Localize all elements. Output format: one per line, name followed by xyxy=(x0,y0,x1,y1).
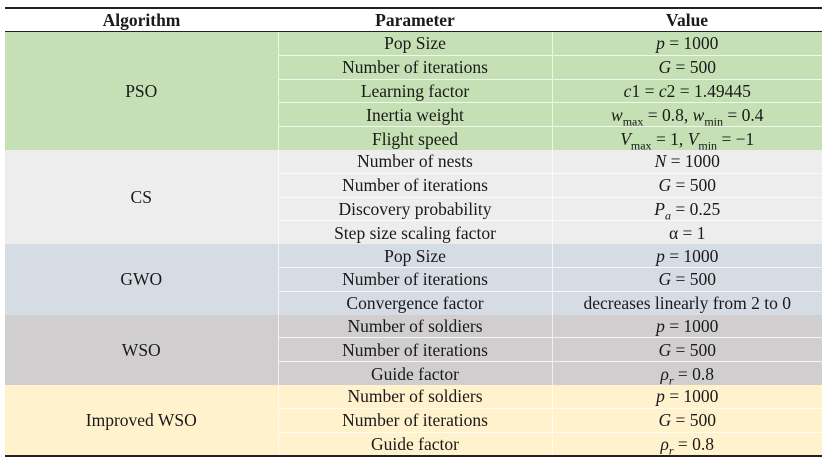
value-cell: p = 1000 xyxy=(552,314,822,338)
algorithm-cell: PSO xyxy=(5,31,278,150)
table-row: Number of iterations G = 500 xyxy=(5,266,822,292)
table-row: Improved WSO Number of soldiers p = 1000 xyxy=(5,384,822,457)
algorithm-cell: WSO xyxy=(5,314,278,385)
table-row: Guide factor ρr = 0.8 xyxy=(5,361,822,386)
value-cell: p = 1000 xyxy=(552,384,822,409)
value-cell: Vmax = 1, Vmin = −1 xyxy=(552,126,822,151)
parameter-cell: Pop Size xyxy=(277,244,553,268)
table-row: Flight speed Vmax = 1, Vmin = −1 xyxy=(5,126,822,151)
table-row: GWO Pop Size p = 1000 xyxy=(5,244,822,315)
parameter-cell: Guide factor xyxy=(277,431,553,457)
parameter-cell: Number of iterations xyxy=(277,172,553,198)
value-cell: G = 500 xyxy=(552,172,822,198)
value-cell: N = 1000 xyxy=(552,149,822,174)
parameter-cell: Inertia weight xyxy=(277,102,553,127)
table-body: PSO Pop Size p = 1000 Number of iterations G… xyxy=(5,31,822,457)
header-row: Algorithm Parameter Value xyxy=(5,7,822,32)
header-value: Value xyxy=(552,7,822,32)
parameter-cell: Number of soldiers xyxy=(277,314,553,338)
parameter-cell: Number of iterations xyxy=(277,337,553,362)
table-row: CS Number of nests N = 1000 xyxy=(5,149,822,245)
parameter-cell: Learning factor xyxy=(277,78,553,103)
value-cell: ρr = 0.8 xyxy=(552,431,822,457)
value-cell: ρr = 0.8 xyxy=(552,361,822,386)
parameter-cell: Step size scaling factor xyxy=(277,220,553,245)
value-cell: G = 500 xyxy=(552,407,822,433)
parameter-cell: Flight speed xyxy=(277,126,553,150)
table-row: Inertia weight wmax = 0.8, wmin = 0.4 xyxy=(5,102,822,127)
parameter-cell: Convergence factor xyxy=(277,290,553,315)
parameter-cell: Number of iterations xyxy=(277,407,553,433)
value-cell: p = 1000 xyxy=(552,244,822,268)
value-cell: c1 = c2 = 1.49445 xyxy=(552,78,822,103)
parameter-table: Algorithm Parameter Value PSO Pop Size p =… xyxy=(5,7,822,457)
table-row: Number of iterations G = 500 xyxy=(5,407,822,433)
parameter-cell: Discovery probability xyxy=(277,196,553,221)
value-cell: α = 1 xyxy=(552,220,822,245)
table-row: Learning factor c1 = c2 = 1.49445 xyxy=(5,78,822,103)
value-cell: Pa = 0.25 xyxy=(552,196,822,221)
parameter-cell: Number of iterations xyxy=(277,54,553,80)
parameter-cell: Guide factor xyxy=(277,361,553,385)
header-parameter: Parameter xyxy=(278,7,552,32)
parameter-cell: Number of nests xyxy=(277,149,553,174)
algorithm-cell: GWO xyxy=(5,244,278,315)
parameter-cell: Number of iterations xyxy=(277,266,553,292)
value-cell: G = 500 xyxy=(552,266,822,292)
table-row: Discovery probability Pa = 0.25 xyxy=(5,196,822,221)
table-row: Number of iterations G = 500 xyxy=(5,337,822,362)
value-cell: p = 1000 xyxy=(552,31,822,56)
table-row: Number of iterations G = 500 xyxy=(5,172,822,198)
algorithm-cell: CS xyxy=(5,149,278,245)
value-cell: decreases linearly from 2 to 0 xyxy=(552,290,822,315)
table-row: Convergence factor decreases linearly fro… xyxy=(5,290,822,315)
parameter-cell: Pop Size xyxy=(277,31,553,56)
parameter-cell: Number of soldiers xyxy=(277,384,553,409)
table-row: WSO Number of soldiers p = 1000 xyxy=(5,314,822,385)
table-row: Step size scaling factor α = 1 xyxy=(5,220,822,245)
table-row: PSO Pop Size p = 1000 xyxy=(5,31,822,150)
value-cell: G = 500 xyxy=(552,337,822,362)
table-row: Number of iterations G = 500 xyxy=(5,54,822,80)
value-cell: wmax = 0.8, wmin = 0.4 xyxy=(552,102,822,127)
algorithm-cell: Improved WSO xyxy=(5,384,278,457)
header-algorithm: Algorithm xyxy=(5,7,278,32)
value-cell: G = 500 xyxy=(552,54,822,80)
